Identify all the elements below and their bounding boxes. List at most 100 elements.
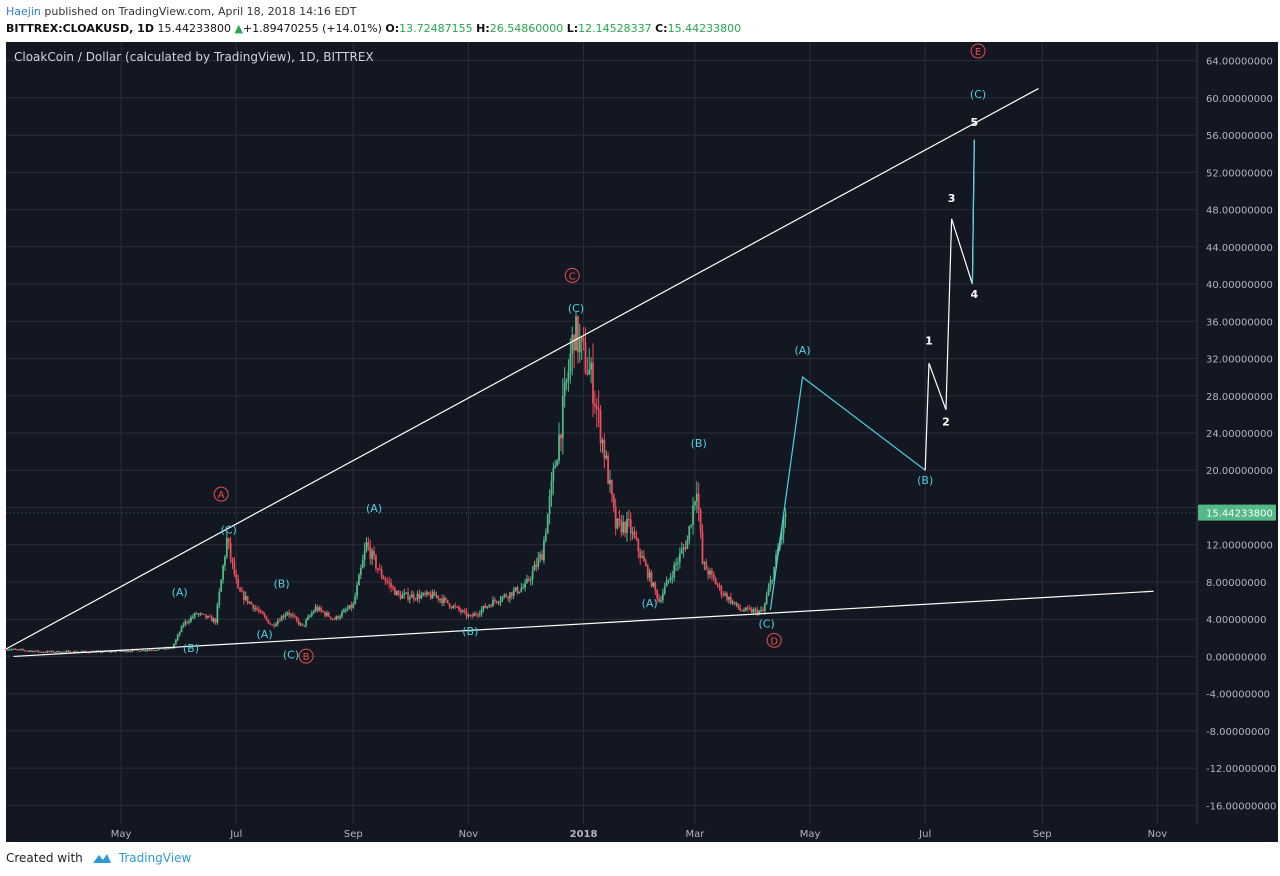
candle-body [144,650,147,652]
candle-body [405,592,408,594]
candle-body [429,594,432,599]
y-tick-label: 20.00000000 [1206,466,1273,477]
impulse-wave-label: 3 [948,192,956,205]
candle-body [375,555,377,569]
candle-body [371,550,374,559]
candle-body [114,651,117,653]
candle-body [705,562,708,570]
candle-body [729,596,732,604]
candle-body [459,609,462,612]
y-tick-label: -4.00000000 [1206,690,1270,701]
x-tick-label: 2018 [570,829,598,840]
candle-body [473,613,475,617]
candle-body [65,651,68,653]
candle-body [775,554,777,567]
candle-body [592,362,594,404]
chart-title: CloakCoin / Dollar (calculated by Tradin… [14,50,374,64]
candle-body [578,339,581,353]
candle-body [510,592,513,597]
candle-body [620,520,623,533]
candle-body [665,580,668,587]
upper-trendline [5,88,1039,650]
candle-body [63,651,66,653]
candle-body [337,616,340,619]
author-link[interactable]: Haejin [6,5,41,18]
candle-body [312,611,315,614]
candle-body [201,613,204,615]
candle-body [420,595,423,599]
candle-body [399,594,402,599]
y-tick-label: 40.00000000 [1206,280,1273,291]
candle-body [10,649,13,651]
candle-body [308,615,311,617]
candle-body [458,606,460,610]
y-tick-label: 60.00000000 [1206,94,1273,105]
low-label: L: [566,22,579,35]
candle-body [544,533,547,541]
y-tick-label: -16.00000000 [1206,801,1276,812]
candle-body [231,558,234,563]
candle-body [286,612,289,615]
candle-body [256,608,258,610]
candle-body [390,583,392,587]
candle-body [335,616,338,620]
major-wave-label: E [975,47,981,58]
candle-body [324,612,326,616]
candle-body [518,591,521,593]
candle-body [526,578,528,583]
candle-body [726,593,728,600]
candle-body [480,609,483,614]
candle-body [29,650,32,652]
candle-body [637,539,640,552]
candle-body [248,602,251,604]
candle-body [88,652,90,654]
candle-body [5,648,7,650]
candle-body [484,605,487,608]
candle-body [444,597,447,600]
wave-label: (A) [257,628,273,641]
candle-body [439,598,442,600]
price-chart[interactable]: 64.00000000 60.00000000 56.00000000 52.0000… [0,40,1280,844]
high-value: 26.54860000 [489,22,564,35]
candle-body [667,579,670,581]
candle-body [686,539,689,549]
candle-body [275,624,277,627]
candle-body [318,607,321,611]
candle-body [271,624,274,626]
candle-body [663,586,666,594]
tradingview-brand-link[interactable]: TradingView [118,851,192,865]
candle-body [493,599,496,601]
candle-body [290,614,292,616]
candle-body [603,439,606,459]
candle-body [754,609,757,611]
candle-body [692,505,694,525]
wave-label: (C) [970,88,986,101]
wave-label: (A) [172,586,188,599]
candle-body [610,480,613,495]
candle-body [108,651,111,653]
major-wave-circle [766,632,782,648]
y-tick-label: 48.00000000 [1206,206,1273,217]
candle-body [556,460,559,466]
candle-body [67,650,70,652]
candle-body [533,564,536,571]
candle-body [512,590,515,597]
wave-label: (C) [221,524,237,537]
major-wave-label: C [569,271,576,282]
candle-body [422,592,425,596]
candle-body [490,605,492,607]
lower-trendline [13,590,1154,658]
candle-body [242,591,245,601]
y-tick-label: 12.00000000 [1206,541,1273,552]
candle-body [580,337,583,340]
candle-body [744,607,747,611]
y-tick-label: -8.00000000 [1206,727,1270,738]
change-arrow-icon: ▲ [234,22,243,35]
candle-body [731,601,734,604]
x-tick-label: May [800,829,821,840]
candle-body [129,651,132,653]
y-tick-label: 36.00000000 [1206,317,1273,328]
candle-body [582,337,585,343]
high-label: H: [476,22,490,35]
candle-body [358,574,360,586]
